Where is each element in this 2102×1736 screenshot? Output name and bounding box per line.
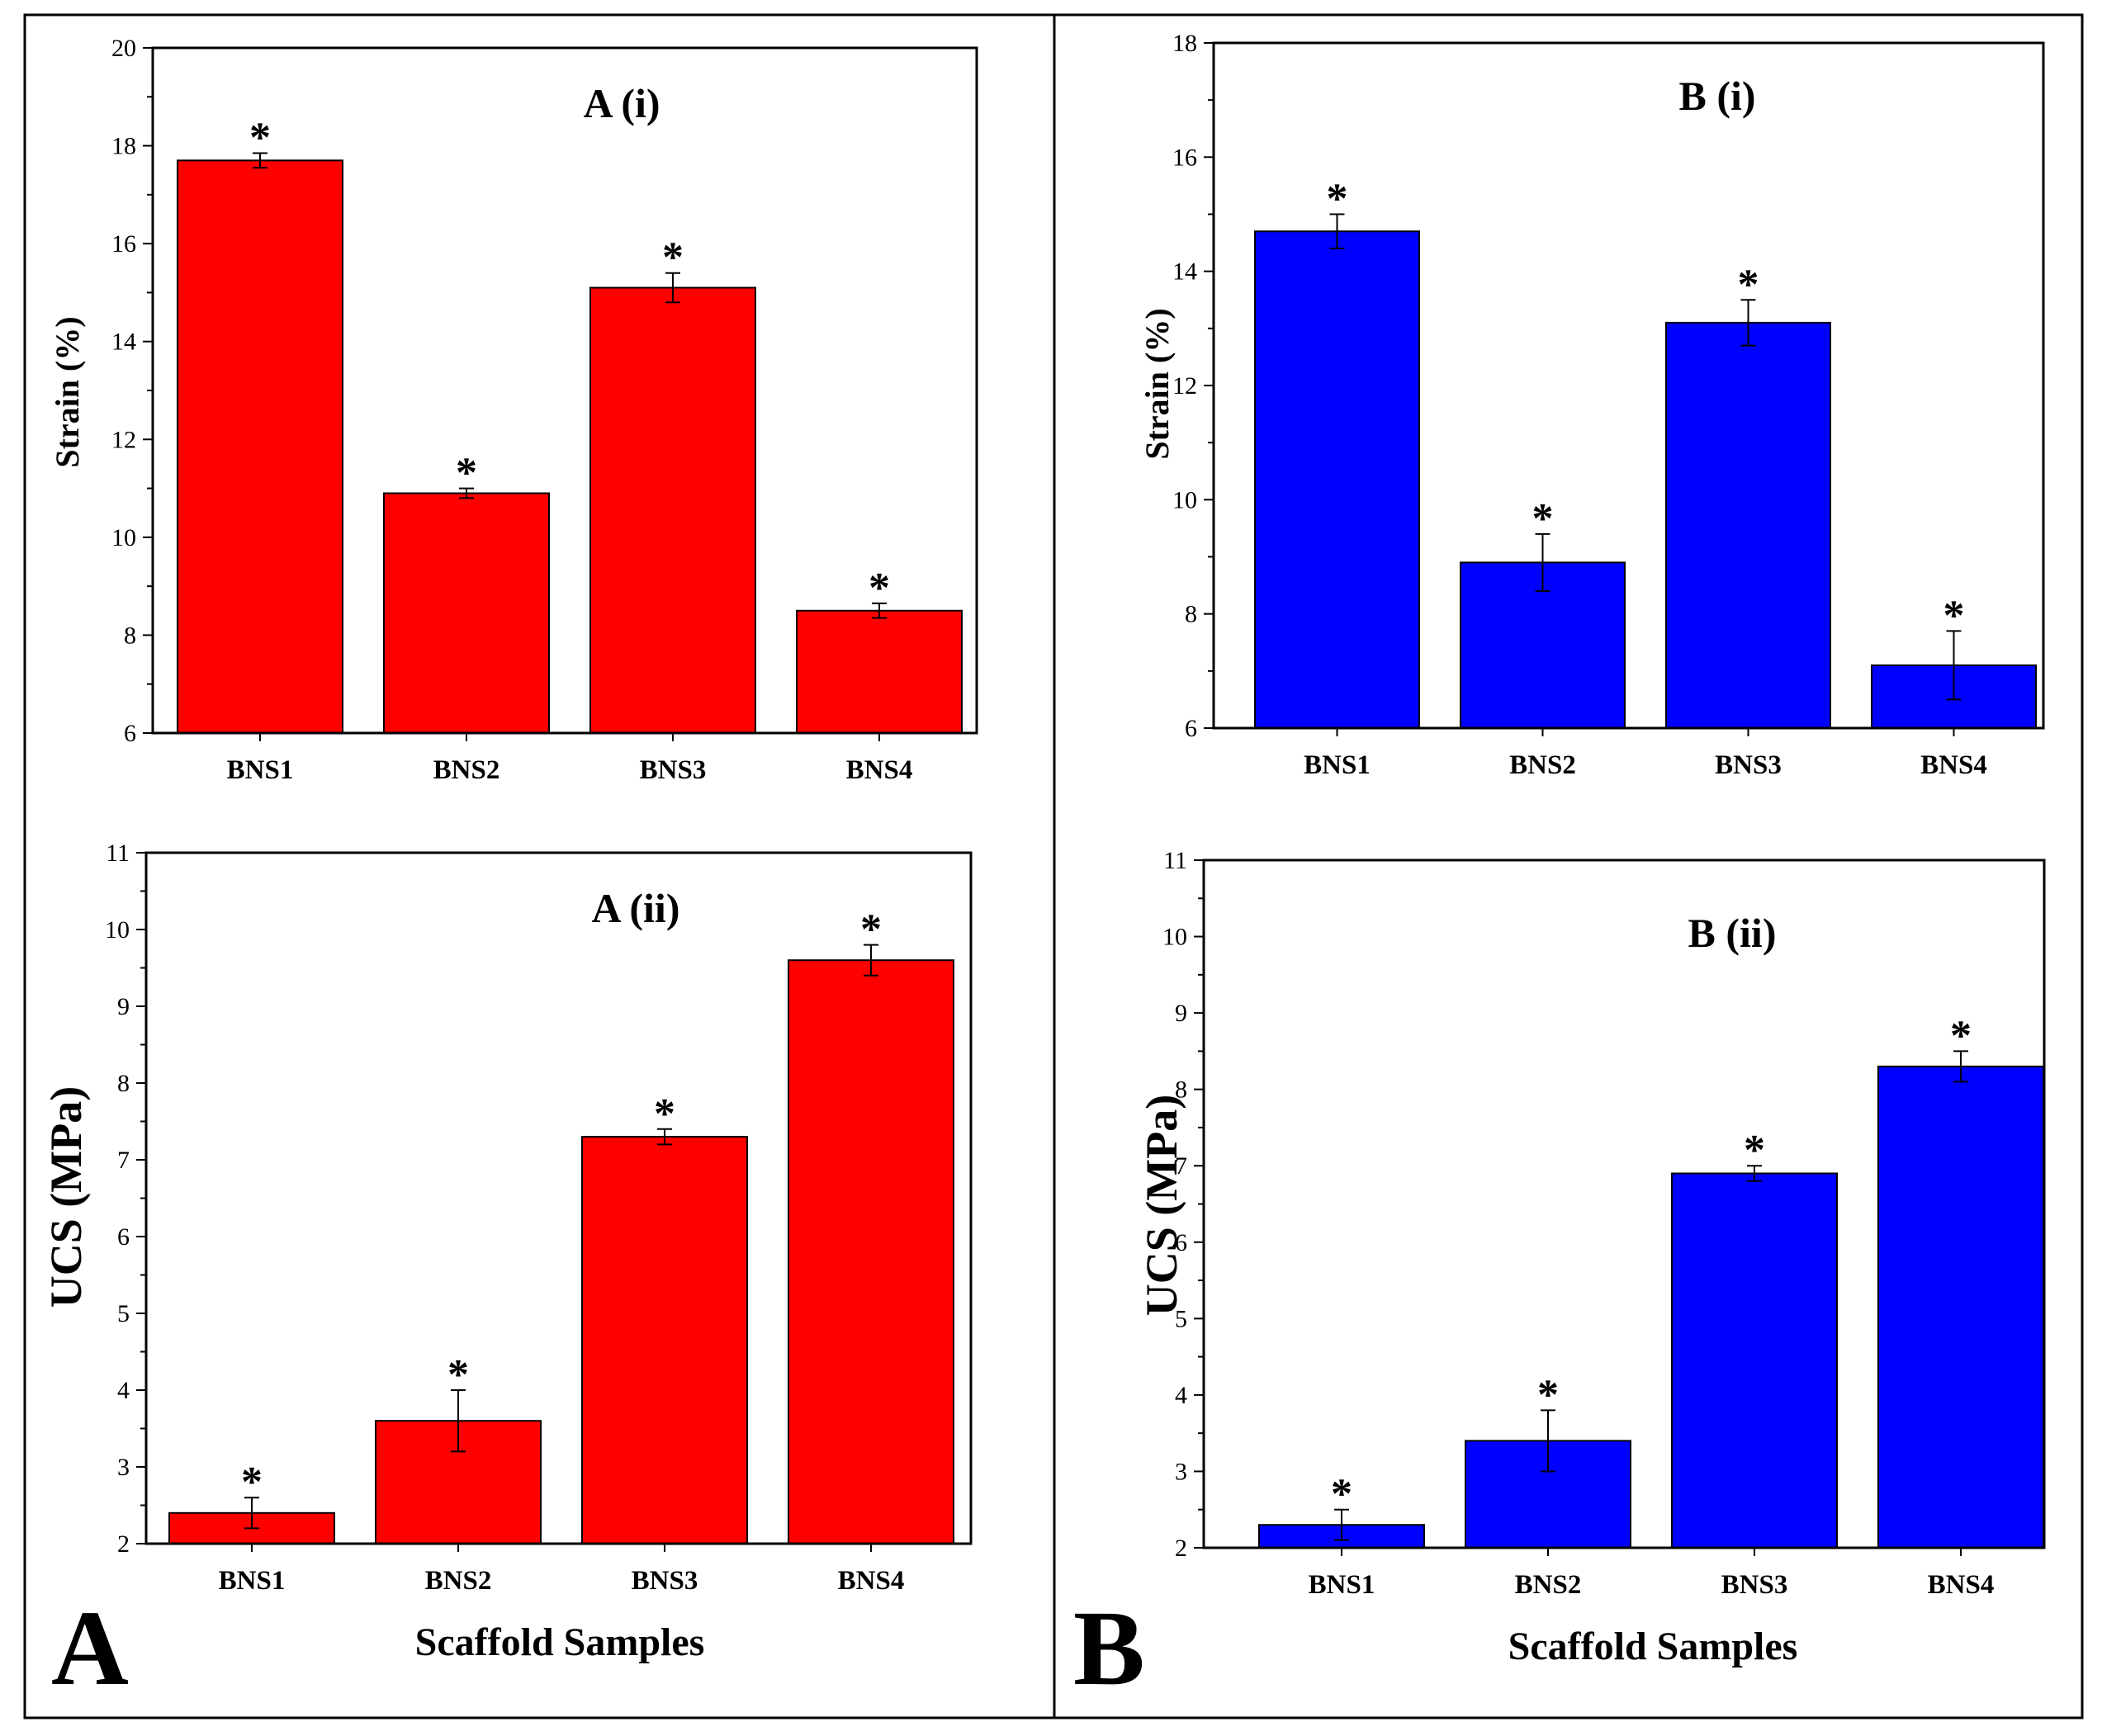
significance-star: * [860,906,882,953]
y-tick-label: 8 [1185,601,1197,628]
significance-star: * [447,1351,469,1398]
y-tick-label: 11 [1163,847,1187,874]
x-tick-label: BNS2 [1509,750,1576,780]
x-tick-label: BNS2 [1515,1570,1582,1600]
bar-bns4 [788,959,954,1544]
y-tick-label: 11 [106,840,130,867]
y-tick-label: 10 [1172,486,1197,513]
significance-star: * [869,565,890,612]
y-tick-label: 4 [117,1377,130,1404]
plot-area-frame [144,851,973,1545]
x-axis-label-a: Scaffold Samples [415,1620,705,1664]
y-tick-label: 20 [111,35,136,62]
significance-star: * [1532,495,1554,542]
y-axis-label: UCS (MPa) [1137,1095,1186,1316]
significance-star: * [1331,1471,1352,1518]
y-tick-label: 7 [117,1147,130,1174]
y-axis-label: Strain (%) [49,316,86,467]
y-tick-label: 14 [111,329,136,356]
x-tick-label: BNS1 [219,1566,286,1596]
y-tick-label: 18 [1172,30,1197,57]
x-tick-label: BNS3 [1715,750,1782,780]
chart-title: A (i) [583,80,660,126]
chart-title: B (ii) [1688,910,1777,956]
y-tick-label: 5 [1175,1305,1187,1332]
bar-bns1 [177,159,343,735]
significance-star: * [1950,1012,1972,1059]
x-tick-label: BNS4 [1928,1570,1995,1600]
y-tick-label: 16 [111,230,136,258]
significance-star: * [662,234,684,281]
x-axis-label-b: Scaffold Samples [1508,1625,1798,1668]
y-tick-label: 10 [1162,924,1187,951]
significance-star: * [1943,592,1965,639]
significance-star: * [249,114,271,161]
y-tick-label: 6 [1185,715,1197,742]
x-tick-label: BNS4 [846,755,913,785]
chart-title: B (i) [1678,73,1755,119]
bar-bns3 [581,1136,748,1544]
y-tick-label: 10 [105,916,130,944]
plot-area-frame [151,46,978,735]
x-tick-label: BNS3 [632,1566,698,1596]
bar-bns1 [1254,230,1420,729]
chart-title: A (ii) [592,885,680,931]
x-tick-label: BNS3 [640,755,707,785]
y-tick-label: 9 [1175,1000,1187,1027]
x-tick-label: BNS4 [1920,750,1987,780]
y-tick-label: 8 [1175,1076,1187,1104]
y-tick-label: 9 [117,993,130,1020]
y-tick-label: 10 [111,524,136,551]
chart-b-i: * BNS1 * BNS2 * BNS3 * BNS4 6 8 10 12 14 16 18 B (i) Str… [1139,30,2045,780]
x-tick-label: BNS3 [1721,1570,1788,1600]
significance-star: * [1744,1127,1765,1174]
bar-bns3 [1671,1172,1838,1549]
significance-star: * [456,450,477,497]
x-tick-label: BNS2 [433,755,500,785]
significance-star: * [654,1090,675,1138]
bar-bns4 [1877,1065,2044,1549]
y-tick-label: 8 [124,622,136,649]
y-tick-label: 5 [117,1300,130,1327]
y-tick-label: 8 [117,1070,130,1097]
y-tick-label: 6 [1175,1229,1187,1256]
plot-area-frame [1202,859,2046,1549]
significance-star: * [1738,261,1759,308]
significance-star: * [1327,176,1348,223]
bar-bns3 [1665,321,1831,729]
x-tick-label: BNS1 [1304,750,1371,780]
y-tick-label: 12 [111,426,136,453]
x-tick-label: BNS1 [227,755,294,785]
bar-bns2 [383,492,550,734]
chart-a-ii: * BNS1 * BNS2 * BNS3 * BNS4 2 3 4 5 6 7 8 9 10 11 A (ii) UC… [41,840,973,1596]
y-axis-label: Strain (%) [1139,308,1176,459]
y-tick-label: 12 [1172,372,1197,400]
y-tick-label: 7 [1175,1152,1187,1180]
chart-a-i: * BNS1 * BNS2 * BNS3 * BNS4 6 8 10 12 14 16 18 20 A (i) S… [49,35,978,785]
y-tick-label: 16 [1172,144,1197,171]
y-axis-label: UCS (MPa) [41,1086,91,1308]
y-tick-label: 4 [1175,1382,1187,1409]
bar-bns3 [589,286,756,734]
y-tick-label: 14 [1172,258,1197,286]
y-tick-label: 2 [1175,1535,1187,1562]
panel-label-b: B [1073,1589,1145,1708]
plot-area-frame [1212,41,2045,730]
panel-label-a: A [51,1589,129,1708]
significance-star: * [1537,1371,1559,1418]
y-tick-label: 3 [1175,1458,1187,1485]
y-tick-label: 6 [117,1223,130,1251]
bar-bns4 [796,609,963,734]
significance-star: * [241,1459,263,1506]
x-tick-label: BNS1 [1309,1570,1375,1600]
y-tick-label: 6 [124,720,136,747]
y-tick-label: 3 [117,1454,130,1481]
x-tick-label: BNS2 [425,1566,492,1596]
x-tick-label: BNS4 [838,1566,905,1596]
chart-b-ii: * BNS1 * BNS2 * BNS3 * BNS4 2 3 4 5 6 7 8 9 10 11 B (ii) UC… [1137,847,2046,1600]
y-tick-label: 2 [117,1530,130,1558]
y-tick-label: 18 [111,133,136,160]
